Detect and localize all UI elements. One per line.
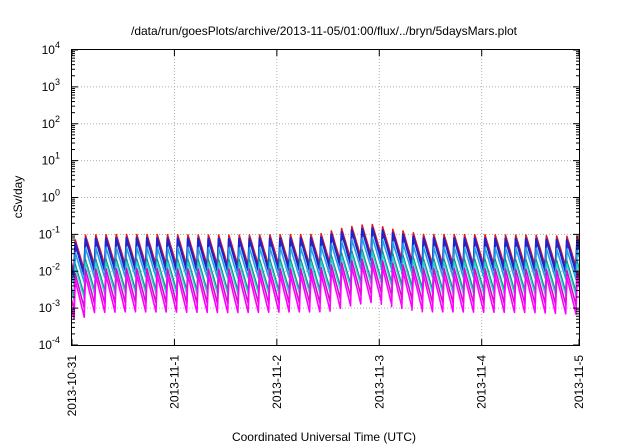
y-tick-label: 104 bbox=[42, 40, 60, 57]
y-tick-labels: 10-4 10-3 10-2 10-1 100 101 102 103 104 bbox=[39, 40, 60, 352]
y-tick-label: 101 bbox=[42, 151, 60, 168]
y-tick-label: 10-1 bbox=[39, 224, 60, 241]
chart-title: /data/run/goesPlots/archive/2013-11-05/0… bbox=[131, 24, 518, 38]
y-tick-label: 10-3 bbox=[39, 298, 60, 315]
series-layer bbox=[72, 223, 579, 320]
x-tick-label: 2013-11-3 bbox=[372, 355, 386, 409]
y-axis-label: cSv/day bbox=[11, 176, 25, 219]
series-line bbox=[72, 264, 579, 320]
x-tick-labels: 2013-10-31 2013-11-1 2013-11-2 2013-11-3 201… bbox=[65, 355, 586, 417]
x-tick-label: 2013-11-2 bbox=[270, 355, 284, 409]
x-tick-label: 2013-11-4 bbox=[475, 355, 489, 409]
x-tick-label: 2013-11-1 bbox=[167, 355, 181, 409]
x-tick-label: 2013-10-31 bbox=[65, 355, 79, 417]
x-tick-label: 2013-11-5 bbox=[572, 355, 586, 409]
ticks bbox=[71, 49, 580, 346]
y-tick-label: 100 bbox=[42, 188, 60, 205]
y-tick-label: 102 bbox=[42, 114, 60, 131]
y-tick-label: 10-4 bbox=[39, 335, 60, 352]
y-tick-label: 103 bbox=[42, 77, 60, 94]
plot-frame bbox=[71, 49, 580, 346]
x-axis-label: Coordinated Universal Time (UTC) bbox=[232, 430, 416, 444]
y-tick-label: 10-2 bbox=[39, 261, 60, 278]
